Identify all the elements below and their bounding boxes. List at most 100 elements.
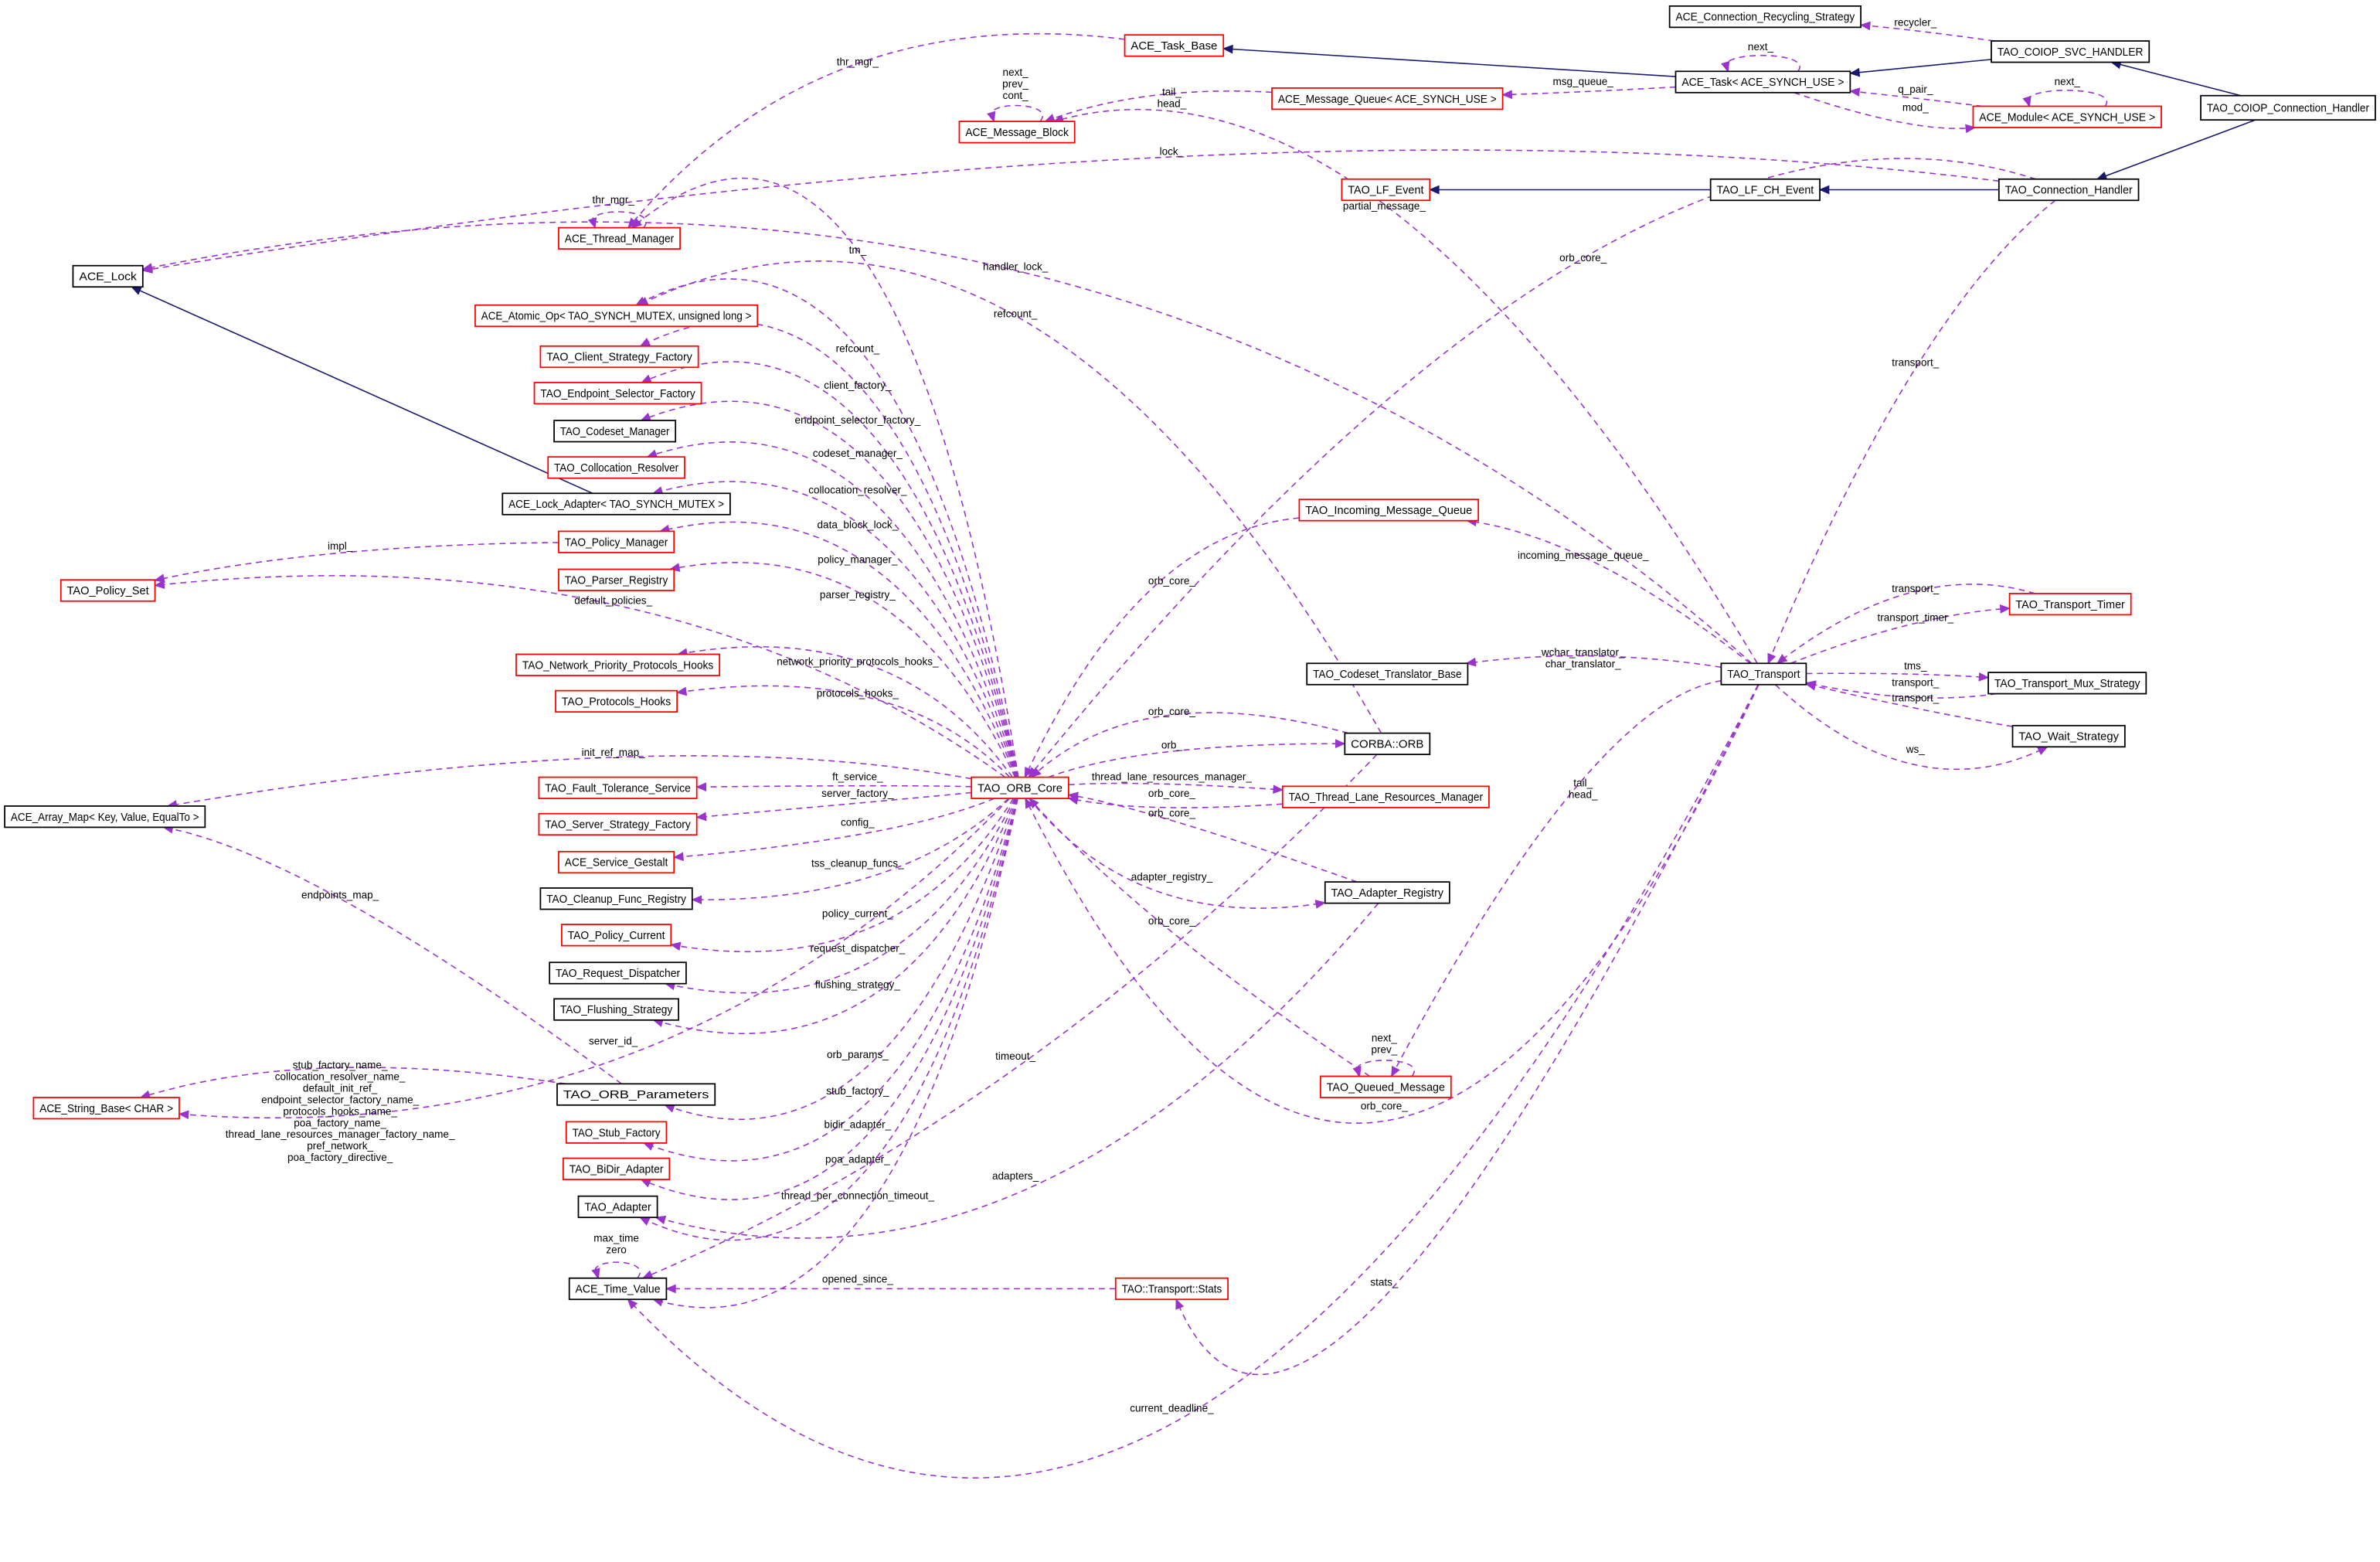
class-box [2008, 593, 2132, 616]
class-node-flushing[interactable]: TAO_Flushing_Strategy [553, 998, 680, 1021]
class-node-orbparams[interactable]: TAO_ORB_Parameters [556, 1083, 716, 1106]
class-node-timer[interactable]: TAO_Transport_Timer [2008, 593, 2132, 616]
arrowhead-icon [1859, 21, 1871, 31]
class-node-mux[interactable]: TAO_Transport_Mux_Strategy [1987, 672, 2147, 695]
edge-coiop-to-svc [2110, 60, 2242, 97]
edge-label: transport_ [1892, 692, 1939, 703]
arrowhead-icon [1849, 67, 1861, 77]
class-box [2011, 724, 2126, 748]
edge-orbcore-to-orbparams: orb_params_ [664, 798, 1018, 1121]
class-node-timevalue[interactable]: ACE_Time_Value [568, 1277, 668, 1301]
class-node-policycur[interactable]: TAO_Policy_Current [561, 924, 672, 947]
edge-adapterreg-to-adapter: adapters_ [654, 903, 1379, 1239]
edge-transport-to-timer: transport_timer_ [1790, 604, 2011, 665]
class-node-stubf[interactable]: TAO_Stub_Factory [565, 1121, 668, 1144]
class-box [1320, 1075, 1452, 1098]
class-box [1114, 1277, 1229, 1301]
class-node-stats[interactable]: TAO::Transport::Stats [1114, 1277, 1229, 1301]
edge-orb-to-orbcore: orb_core_ [1030, 706, 1349, 778]
class-node-task[interactable]: ACE_Task< ACE_SYNCH_USE > [1674, 70, 1851, 94]
edge-label: request_dispatcher_ [810, 942, 905, 954]
class-name: TAO_Policy_Manager [565, 536, 668, 549]
class-node-codesettrans[interactable]: TAO_Codeset_Translator_Base [1306, 662, 1469, 686]
class-box [4, 805, 206, 829]
arrowhead-icon [587, 217, 597, 229]
class-node-arraymap[interactable]: ACE_Array_Map< Key, Value, EqualTo > [4, 805, 206, 829]
class-node-ft[interactable]: TAO_Fault_Tolerance_Service [538, 776, 698, 799]
edge-timer-to-transport: transport_ [1776, 583, 2035, 665]
edge-line [1031, 712, 1349, 778]
class-node-policyset[interactable]: TAO_Policy_Set [60, 579, 156, 602]
class-node-colloc[interactable]: TAO_Collocation_Resolver [547, 456, 685, 479]
class-node-threadlane[interactable]: TAO_Thread_Lane_Resources_Manager [1281, 785, 1490, 808]
edge-queued-to-orbcore: orb_core_ [1028, 798, 1371, 1077]
class-node-adapterreg[interactable]: TAO_Adapter_Registry [1324, 881, 1450, 904]
class-node-gestalt[interactable]: ACE_Service_Gestalt [558, 850, 675, 874]
class-node-orbcore[interactable]: TAO_ORB_Core [971, 776, 1069, 799]
class-node-endpointsf[interactable]: TAO_Endpoint_Selector_Factory [533, 382, 702, 405]
class-node-msgqueue[interactable]: ACE_Message_Queue< ACE_SYNCH_USE > [1271, 87, 1504, 111]
class-node-lfch[interactable]: TAO_LF_CH_Event [1709, 178, 1821, 202]
arrowhead-icon [665, 1284, 676, 1294]
class-node-coiop[interactable]: TAO_COIOP_Connection_Handler [2200, 94, 2376, 121]
edge-line [140, 1067, 566, 1098]
class-node-adapter[interactable]: TAO_Adapter [577, 1195, 658, 1219]
class-name: ACE_Message_Block [965, 127, 1069, 139]
class-name: ACE_String_Base< CHAR > [39, 1103, 173, 1115]
arrowhead-icon [695, 782, 707, 791]
edge-label: next_ prev_ [1371, 1032, 1397, 1055]
class-node-transport[interactable]: TAO_Transport [1720, 662, 1807, 686]
edge-orbparams-to-stringbase: stub_factory_name_ collocation_resolver_n… [139, 1060, 566, 1163]
class-name: TAO_Policy_Current [568, 930, 665, 942]
class-box [502, 492, 731, 516]
edge-line [155, 575, 1006, 778]
edge-label: thr_mgr_ [837, 56, 879, 67]
class-node-thrmgr[interactable]: ACE_Thread_Manager [558, 226, 681, 250]
class-node-recycling[interactable]: ACE_Connection_Recycling_Strategy [1668, 5, 1862, 29]
edge-transport-to-stats: stats_ [1175, 684, 1760, 1376]
class-node-orb[interactable]: CORBA::ORB [1344, 732, 1431, 756]
edge-orbcore-to-netprio: network_priority_protocols_hooks_ [676, 646, 1013, 778]
edge-label: transport_timer_ [1877, 611, 1953, 623]
class-node-queued[interactable]: TAO_Queued_Message [1320, 1075, 1452, 1098]
edge-transport-to-orbcore: orb_core_ [1025, 684, 1760, 1124]
arrowhead-icon [691, 895, 702, 905]
edge-label: adapter_registry_ [1131, 871, 1213, 883]
edge-orbcore-to-protohooks: protocols_hooks_ [675, 685, 1011, 778]
class-node-policymgr[interactable]: TAO_Policy_Manager [558, 530, 675, 553]
edge-line [641, 361, 1018, 778]
arrowhead-icon [1721, 60, 1730, 73]
class-node-bidir[interactable]: TAO_BiDir_Adapter [562, 1157, 671, 1180]
class-node-atomic[interactable]: ACE_Atomic_Op< TAO_SYNCH_MUTEX, unsigned… [474, 304, 759, 328]
class-node-wait[interactable]: TAO_Wait_Strategy [2011, 724, 2126, 748]
class-node-msgblock[interactable]: ACE_Message_Block [958, 121, 1076, 144]
class-node-codesetmgr[interactable]: TAO_Codeset_Manager [553, 420, 677, 443]
class-node-lfevent[interactable]: TAO_LF_Event [1341, 178, 1431, 202]
edge-timevalue-to-timevalue: max_time zero [591, 1233, 641, 1279]
class-name: ACE_Time_Value [576, 1284, 661, 1296]
class-node-serversf[interactable]: TAO_Server_Strategy_Factory [538, 812, 698, 836]
class-node-taskbase[interactable]: ACE_Task_Base [1124, 34, 1225, 57]
class-node-reqdisp[interactable]: TAO_Request_Dispatcher [549, 961, 687, 985]
class-node-clientsf[interactable]: TAO_Client_Strategy_Factory [539, 345, 699, 369]
edge-label: next_ [1748, 41, 1774, 53]
edge-orbcore-to-endpointsf: endpoint_selector_factory_ [641, 361, 1018, 778]
class-name: TAO_BiDir_Adapter [570, 1163, 664, 1176]
edge-line [641, 400, 1018, 778]
class-node-module[interactable]: ACE_Module< ACE_SYNCH_USE > [1972, 105, 2162, 128]
class-node-parserreg[interactable]: TAO_Parser_Registry [558, 568, 675, 591]
edge-line [1806, 683, 2013, 727]
edge-label: client_factory_ [824, 379, 892, 391]
class-node-netprio[interactable]: TAO_Network_Priority_Protocols_Hooks [515, 653, 721, 676]
class-name: TAO_Codeset_Manager [560, 426, 670, 438]
class-node-lock[interactable]: ACE_Lock [72, 264, 144, 288]
class-name: TAO_Queued_Message [1327, 1081, 1445, 1094]
edge-task-to-taskbase [1222, 44, 1676, 77]
class-node-cleanup[interactable]: TAO_Cleanup_Func_Registry [539, 887, 693, 910]
class-node-connh[interactable]: TAO_Connection_Handler [1998, 178, 2140, 202]
class-node-stringbase[interactable]: ACE_String_Base< CHAR > [32, 1097, 180, 1120]
class-node-protohooks[interactable]: TAO_Protocols_Hooks [555, 689, 678, 713]
class-node-svc[interactable]: TAO_COIOP_SVC_HANDLER [1991, 40, 2150, 63]
class-node-lockadapter[interactable]: ACE_Lock_Adapter< TAO_SYNCH_MUTEX > [502, 492, 731, 516]
class-node-incoming[interactable]: TAO_Incoming_Message_Queue [1298, 499, 1480, 522]
